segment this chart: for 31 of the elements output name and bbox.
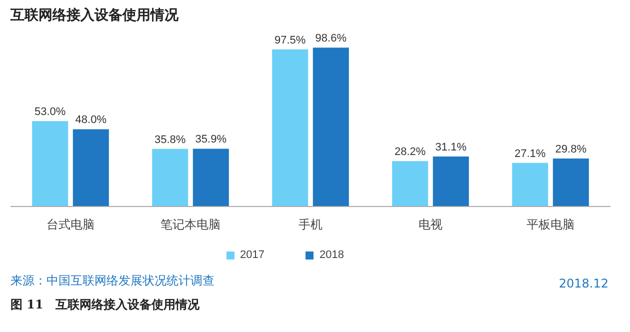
chart-title: 互联网络接入设备使用情况 bbox=[10, 6, 180, 24]
bar bbox=[392, 161, 428, 207]
data-label: 98.6% bbox=[315, 32, 347, 45]
bar bbox=[552, 158, 589, 207]
data-label: 53.0% bbox=[34, 106, 66, 118]
data-label: 28.2% bbox=[394, 146, 426, 158]
x-tick-label: 平板电脑 bbox=[526, 218, 574, 232]
text: 2018.12 bbox=[558, 276, 608, 290]
bar bbox=[72, 129, 109, 207]
source-note: 来源：中国互联网络发展状况统计调查 bbox=[10, 274, 214, 288]
bar bbox=[152, 148, 188, 207]
bar bbox=[192, 148, 229, 207]
x-tick-label: 手机 bbox=[298, 218, 322, 232]
bar bbox=[512, 162, 548, 207]
bar bbox=[312, 48, 349, 207]
data-label: 48.0% bbox=[75, 114, 107, 126]
x-tick-label: 笔记本电脑 bbox=[160, 218, 220, 232]
data-label: 97.5% bbox=[274, 34, 306, 46]
bar bbox=[32, 121, 68, 207]
x-tick-label: 台式电脑 bbox=[46, 218, 94, 232]
x-tick-label: 电视 bbox=[418, 218, 442, 232]
data-label: 35.9% bbox=[195, 134, 227, 146]
bar bbox=[272, 49, 308, 207]
data-label: 27.1% bbox=[514, 148, 546, 160]
bar bbox=[432, 156, 469, 207]
data-label: 31.1% bbox=[435, 141, 467, 154]
data-label: 29.8% bbox=[555, 144, 587, 156]
legend-label: 2017 bbox=[240, 249, 264, 261]
data-label: 35.8% bbox=[154, 134, 186, 146]
legend-label: 2018 bbox=[319, 249, 344, 261]
caption: 图 11 互联网络接入设备使用情况 bbox=[10, 298, 200, 312]
